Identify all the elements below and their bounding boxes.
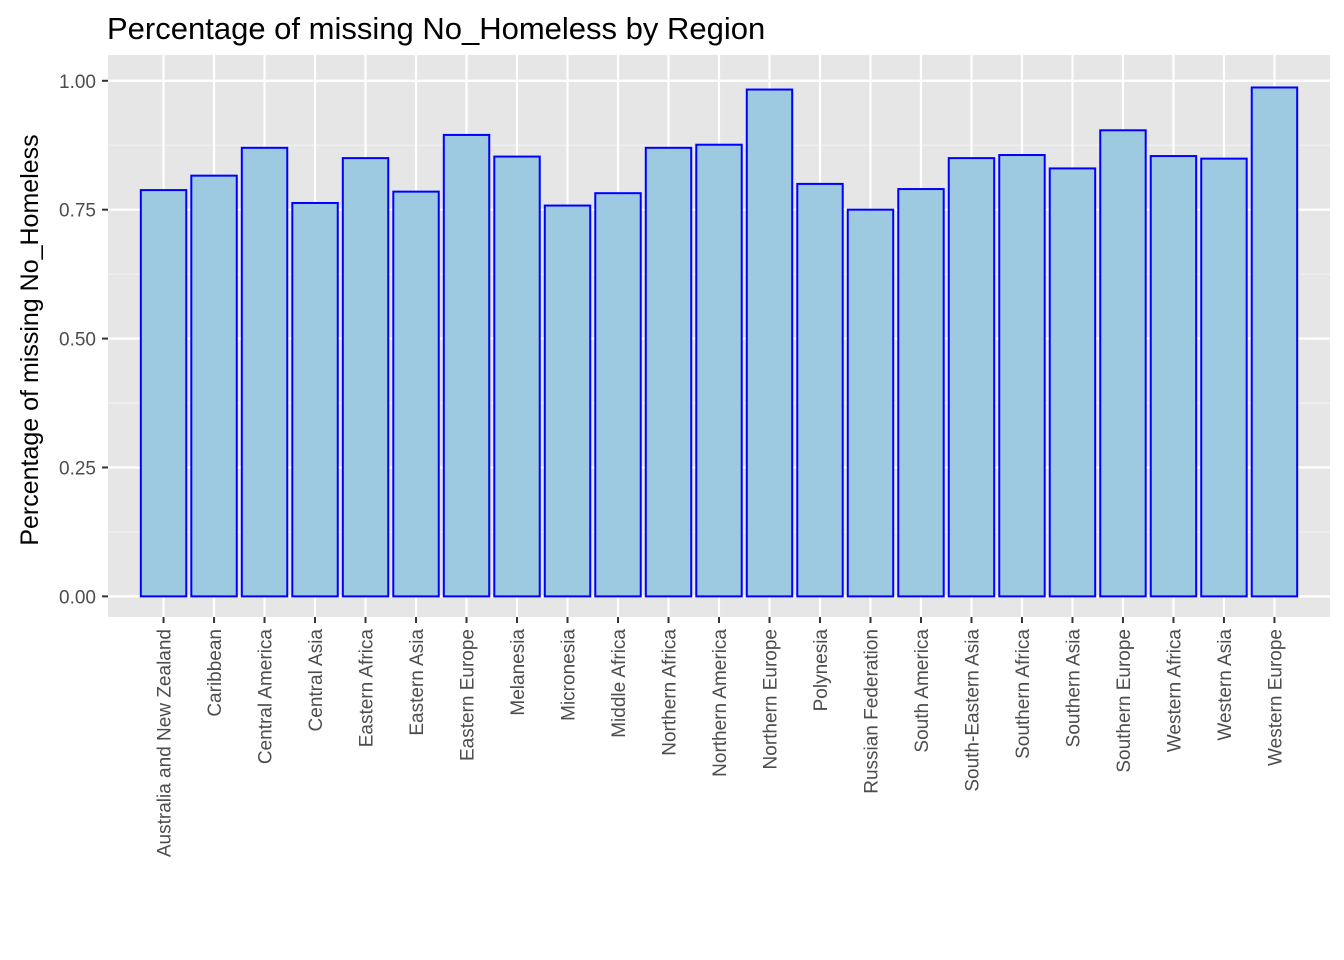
- x-tick-label: Eastern Asia: [407, 629, 428, 736]
- y-tick-label: 1.00: [59, 72, 96, 93]
- bar-south-america: [897, 188, 945, 598]
- bar-central-america: [240, 146, 289, 598]
- bar-middle-africa: [594, 192, 642, 598]
- chart-title: Percentage of missing No_Homeless by Reg…: [107, 11, 765, 46]
- x-axis: Australia and New Zealand Caribbean Centra…: [155, 617, 1286, 857]
- bar-western-africa: [1149, 155, 1198, 598]
- y-tick-label: 0.00: [59, 587, 96, 608]
- bar-polynesia: [796, 182, 844, 598]
- y-tick-label: 0.50: [59, 330, 96, 351]
- y-axis-title: Percentage of missing No_Homeless: [16, 134, 44, 545]
- y-axis: 0.00 0.25 0.50 0.75 1.00: [59, 72, 108, 608]
- bar-micronesia: [543, 204, 592, 598]
- bar-northern-africa: [644, 146, 693, 598]
- bar-central-asia: [291, 201, 339, 598]
- bar-southern-africa: [998, 154, 1046, 598]
- bar-melanesia: [493, 155, 541, 598]
- bar-western-asia: [1200, 157, 1248, 598]
- bar-australia-and-new-zealand: [139, 189, 188, 598]
- bar-russian-federation: [846, 208, 895, 598]
- bar-eastern-africa: [341, 157, 390, 598]
- x-tick-label: Polynesia: [811, 629, 832, 712]
- x-tick-label: Caribbean: [205, 629, 226, 717]
- bars: [139, 86, 1299, 598]
- bar-southern-asia: [1048, 167, 1097, 598]
- bar-northern-america: [695, 143, 743, 598]
- bar-eastern-asia: [392, 190, 440, 598]
- bar-southern-europe: [1099, 129, 1147, 598]
- x-tick-label: Northern Africa: [660, 629, 681, 756]
- y-tick-label: 0.75: [59, 201, 96, 222]
- x-tick-label: Northern America: [710, 629, 731, 777]
- x-tick-label: Central America: [256, 629, 277, 765]
- bar-western-europe: [1250, 86, 1299, 598]
- x-tick-label: Eastern Europe: [458, 629, 479, 761]
- x-tick-label: Australia and New Zealand: [155, 629, 176, 857]
- x-tick-label: Western Europe: [1265, 629, 1286, 766]
- bar-eastern-europe: [442, 133, 491, 598]
- x-tick-label: Western Africa: [1164, 629, 1185, 753]
- x-tick-label: Southern Europe: [1114, 629, 1135, 773]
- bar-caribbean: [190, 174, 238, 598]
- x-tick-label: Western Asia: [1215, 629, 1236, 741]
- x-tick-label: Southern Asia: [1063, 629, 1084, 748]
- bar-south-eastern-asia: [947, 157, 996, 598]
- x-tick-label: Southern Africa: [1013, 629, 1034, 759]
- x-tick-label: Central Asia: [306, 629, 327, 732]
- x-tick-label: Eastern Africa: [357, 629, 378, 748]
- x-tick-label: South-Eastern Asia: [962, 629, 983, 792]
- x-tick-label: Northern Europe: [760, 629, 781, 769]
- x-tick-label: Middle Africa: [609, 629, 630, 738]
- x-tick-label: Russian Federation: [861, 629, 882, 794]
- x-tick-label: Micronesia: [559, 629, 580, 721]
- bar-northern-europe: [745, 88, 794, 598]
- x-tick-label: South America: [912, 629, 933, 753]
- x-tick-label: Melanesia: [508, 629, 529, 716]
- y-tick-label: 0.25: [59, 458, 96, 479]
